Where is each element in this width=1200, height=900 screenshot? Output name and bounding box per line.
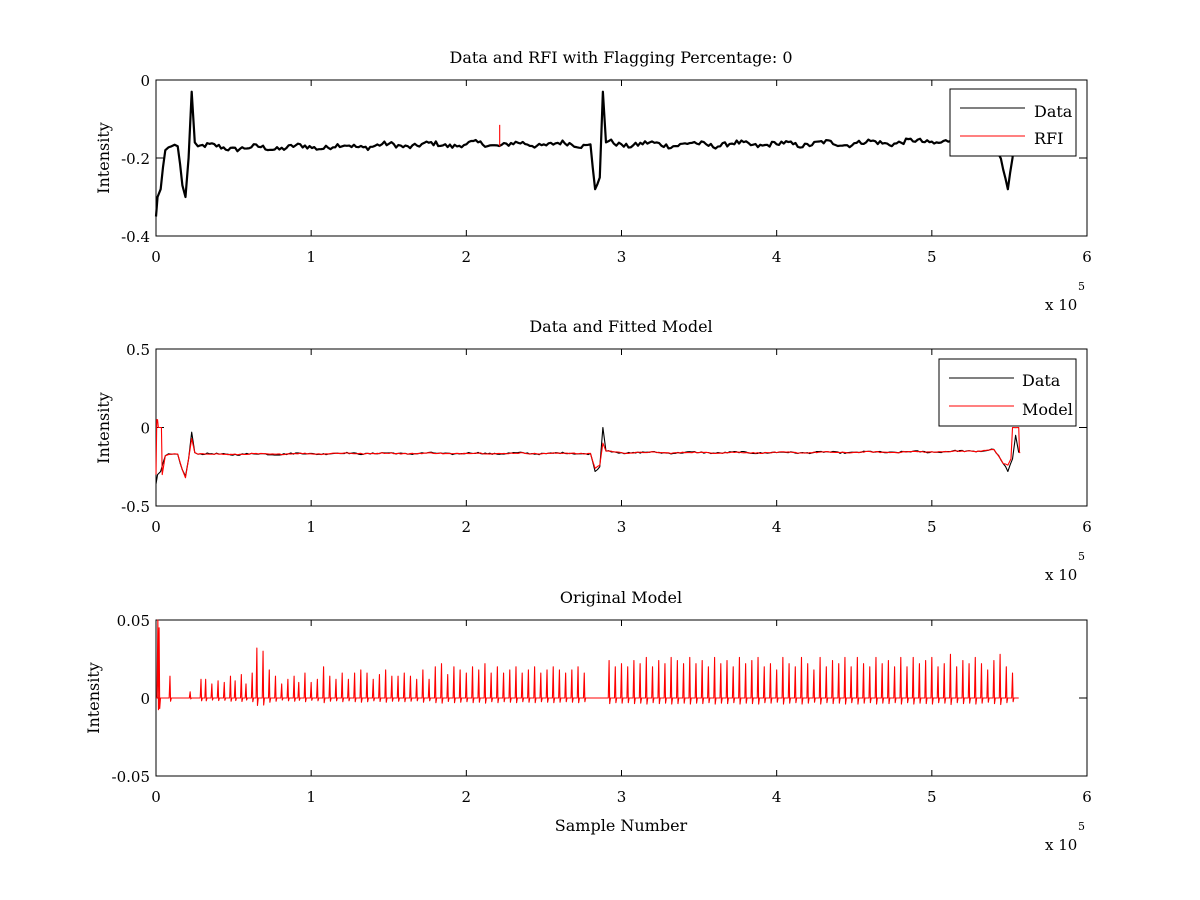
x-tick-label: 6 xyxy=(1082,248,1092,266)
panel-title: Original Model xyxy=(560,588,682,607)
x-tick-label: 4 xyxy=(772,518,782,536)
y-tick-label: 0.5 xyxy=(126,341,150,359)
x-tick-label: 4 xyxy=(772,248,782,266)
x-multiplier: x 10 xyxy=(1045,836,1077,854)
panel-data-and-rfi: Data and RFI with Flagging Percentage: 0… xyxy=(94,48,1092,314)
x-tick-label: 1 xyxy=(306,248,316,266)
x-multiplier-exponent: 5 xyxy=(1078,820,1085,833)
x-tick-label: 0 xyxy=(151,248,161,266)
x-tick-label: 0 xyxy=(151,518,161,536)
series-line-model xyxy=(155,419,1021,479)
x-tick-label: 1 xyxy=(306,518,316,536)
x-tick-label: 6 xyxy=(1082,788,1092,806)
y-tick-label: 0 xyxy=(140,420,150,438)
legend: Data RFI xyxy=(949,88,1077,157)
y-axis-label: Intensity xyxy=(94,122,113,194)
axes-box xyxy=(155,348,1088,507)
legend: Data Model xyxy=(938,358,1077,427)
legend-label-rfi: RFI xyxy=(1034,129,1063,148)
y-ticks: -0.5 0 0.5 xyxy=(121,341,1087,516)
y-tick-label: -0.4 xyxy=(121,228,150,246)
x-tick-label: 2 xyxy=(462,248,472,266)
x-tick-label: 1 xyxy=(306,788,316,806)
x-tick-label: 2 xyxy=(462,788,472,806)
x-multiplier: x 10 xyxy=(1045,566,1077,584)
y-tick-label: -0.05 xyxy=(112,768,150,786)
x-ticks: 0 1 2 3 4 5 6 xyxy=(151,620,1092,806)
panel-original-model: Original Model Intensity Sample Number 0… xyxy=(84,588,1092,854)
panel-title: Data and RFI with Flagging Percentage: 0 xyxy=(449,48,792,67)
y-ticks: -0.05 0 0.05 xyxy=(112,612,1087,786)
x-axis-label: Sample Number xyxy=(555,816,688,835)
x-ticks: 0 1 2 3 4 5 6 xyxy=(151,80,1092,266)
x-tick-label: 3 xyxy=(617,518,627,536)
panel-title: Data and Fitted Model xyxy=(529,317,712,336)
x-tick-label: 0 xyxy=(151,788,161,806)
x-ticks: 0 1 2 3 4 5 6 xyxy=(151,349,1092,536)
x-tick-label: 5 xyxy=(927,248,937,266)
series-layer xyxy=(155,419,1021,485)
x-multiplier-exponent: 5 xyxy=(1078,550,1085,563)
series-layer xyxy=(156,619,1019,711)
x-tick-label: 5 xyxy=(927,788,937,806)
axes-box xyxy=(155,79,1088,237)
y-axis-label: Intensity xyxy=(94,392,113,464)
y-tick-label: 0.05 xyxy=(117,612,150,630)
x-multiplier-exponent: 5 xyxy=(1078,280,1085,293)
series-line-model xyxy=(156,619,1019,711)
y-tick-label: 0 xyxy=(140,72,150,90)
y-tick-label: 0 xyxy=(140,690,150,708)
x-tick-label: 3 xyxy=(617,248,627,266)
x-tick-label: 5 xyxy=(927,518,937,536)
x-tick-label: 6 xyxy=(1082,518,1092,536)
x-tick-label: 3 xyxy=(617,788,627,806)
x-tick-label: 2 xyxy=(462,518,472,536)
x-tick-label: 4 xyxy=(772,788,782,806)
y-tick-label: -0.2 xyxy=(121,150,150,168)
legend-label-data: Data xyxy=(1034,102,1073,121)
legend-box xyxy=(949,88,1077,157)
legend-label-data: Data xyxy=(1022,371,1061,390)
x-multiplier: x 10 xyxy=(1045,296,1077,314)
series-layer xyxy=(154,90,1020,217)
legend-label-model: Model xyxy=(1022,400,1073,419)
y-ticks: -0.4 -0.2 0 xyxy=(121,72,1087,246)
legend-box xyxy=(938,358,1077,427)
y-tick-label: -0.5 xyxy=(121,498,150,516)
series-line-data xyxy=(154,90,1020,217)
y-axis-label: Intensity xyxy=(84,662,103,734)
